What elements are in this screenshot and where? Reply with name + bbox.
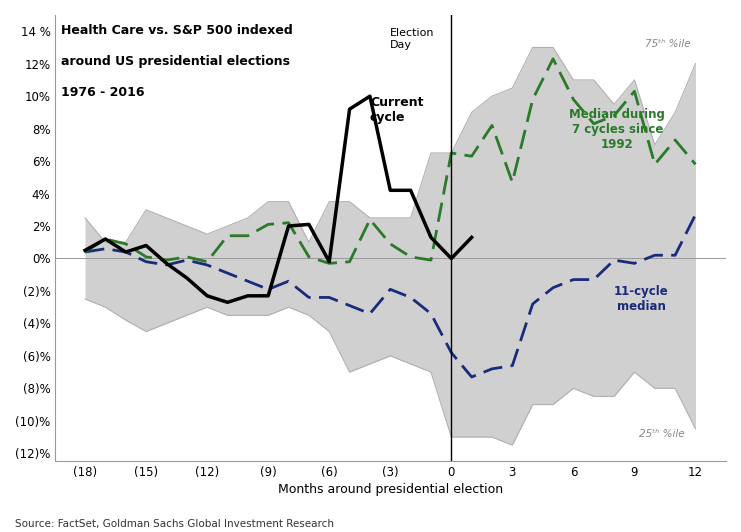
Text: Health Care vs. S&P 500 indexed: Health Care vs. S&P 500 indexed <box>62 24 293 37</box>
Text: 75ᵗʰ %ile: 75ᵗʰ %ile <box>645 39 690 49</box>
Text: around US presidential elections: around US presidential elections <box>62 55 290 68</box>
Text: 25ᵗʰ %ile: 25ᵗʰ %ile <box>639 429 684 439</box>
Text: Median during
7 cycles since
1992: Median during 7 cycles since 1992 <box>569 108 665 151</box>
Text: Election
Day: Election Day <box>391 28 435 50</box>
Text: Source: FactSet, Goldman Sachs Global Investment Research: Source: FactSet, Goldman Sachs Global In… <box>15 519 333 529</box>
Text: 1976 - 2016: 1976 - 2016 <box>62 86 144 99</box>
Text: Current
cycle: Current cycle <box>370 96 423 123</box>
Text: 11-cycle
median: 11-cycle median <box>614 286 669 313</box>
X-axis label: Months around presidential election: Months around presidential election <box>278 483 503 496</box>
